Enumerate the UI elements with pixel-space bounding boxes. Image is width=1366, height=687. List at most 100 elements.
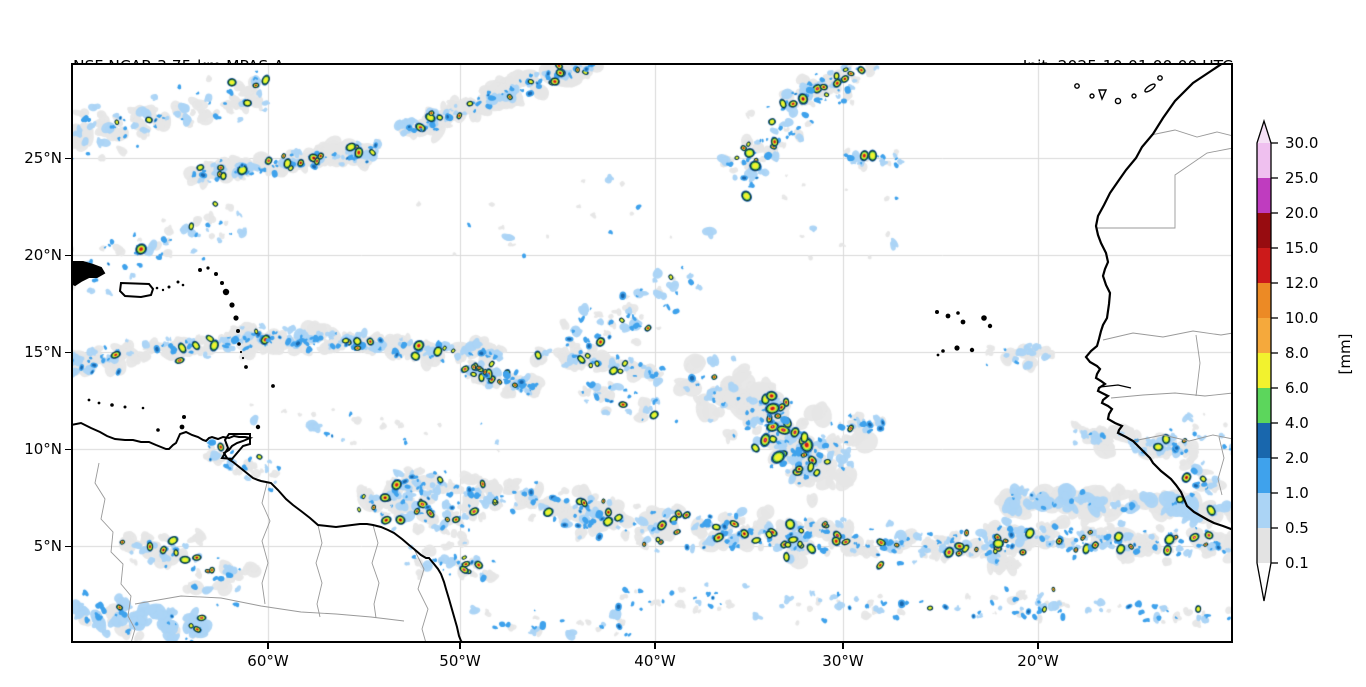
colorbar-segment — [1257, 528, 1271, 563]
island-dot — [229, 302, 235, 308]
island-dot — [176, 280, 180, 284]
border-guiana-brazil — [413, 548, 429, 643]
colorbar-segment — [1257, 388, 1271, 423]
island-dot — [935, 310, 939, 314]
border-guinea-north — [1132, 434, 1233, 442]
y-tick-mark — [65, 157, 71, 159]
canary-islands — [1074, 75, 1163, 105]
y-tick-label: 20°N — [24, 246, 62, 264]
border-senegal-mali — [1195, 334, 1201, 397]
border-venezuela-guyana — [261, 482, 271, 605]
coastlines — [71, 63, 1233, 643]
island-dot — [233, 315, 239, 321]
island-dot — [969, 347, 975, 353]
island-dot — [237, 342, 241, 346]
colorbar-tick-label: 25.0 — [1285, 169, 1319, 187]
y-tick-mark — [65, 448, 71, 450]
island-dot — [161, 288, 165, 292]
island-dot — [87, 398, 91, 402]
y-tick-mark — [65, 351, 71, 353]
colorbar-tick-label: 10.0 — [1285, 309, 1319, 327]
colorbar-tick-label: 15.0 — [1285, 239, 1319, 257]
x-tick-mark — [654, 643, 656, 649]
island-dot — [941, 349, 945, 353]
gambia-river — [1099, 384, 1132, 389]
colorbar-segment — [1257, 318, 1271, 353]
colorbar-segment — [1257, 178, 1271, 213]
colorbar-tick-label: 2.0 — [1285, 449, 1309, 467]
canary-island — [1089, 93, 1095, 99]
canary-island — [1074, 83, 1080, 89]
border-guyana-suriname — [315, 524, 323, 618]
map-overlay — [71, 63, 1233, 643]
canary-island — [1131, 93, 1137, 99]
island-dot — [97, 401, 101, 405]
island-dot — [241, 356, 245, 360]
island-dot — [244, 365, 248, 369]
island-dot — [182, 415, 186, 419]
x-tick-label: 40°W — [634, 652, 676, 670]
island-dot — [239, 350, 243, 354]
x-tick-label: 50°W — [439, 652, 481, 670]
colorbar — [1256, 118, 1278, 602]
map-frame — [71, 63, 1233, 643]
x-tick-mark — [267, 643, 269, 649]
colorbar-tick-label: 4.0 — [1285, 414, 1309, 432]
island-dot — [167, 285, 171, 289]
island-dot — [220, 281, 224, 285]
canary-island — [1157, 75, 1163, 81]
island-dot — [271, 384, 275, 388]
x-tick-label: 20°W — [1017, 652, 1059, 670]
x-tick-label: 30°W — [822, 652, 864, 670]
colorbar-tick-label: 0.5 — [1285, 519, 1309, 537]
y-tick-mark — [65, 254, 71, 256]
map-area — [71, 63, 1233, 643]
country-borders — [94, 129, 1233, 643]
y-tick-label: 5°N — [33, 537, 62, 555]
border-venezuela-brazil — [134, 595, 405, 622]
colorbar-segment — [1257, 353, 1271, 388]
island-dot — [936, 353, 940, 357]
island-dot — [110, 403, 114, 407]
x-tick-label: 60°W — [247, 652, 289, 670]
canary-island — [1114, 97, 1122, 105]
colorbar-segment — [1257, 213, 1271, 248]
island-dot — [222, 288, 230, 296]
island-canary-tenerife — [1098, 89, 1108, 101]
colorbar-tick-label: 20.0 — [1285, 204, 1319, 222]
colorbar-segment — [1257, 283, 1271, 318]
island-dot — [960, 319, 966, 325]
island-dot — [179, 424, 185, 430]
border-suriname-guiana — [371, 524, 380, 619]
island-dot — [981, 315, 987, 321]
x-tick-mark — [1037, 643, 1039, 649]
island-dot — [206, 266, 210, 270]
small-islands — [87, 266, 993, 432]
colorbar-tick-label: 6.0 — [1285, 379, 1309, 397]
island-dot — [987, 323, 993, 329]
border-senegal-south — [1110, 392, 1233, 399]
colorbar-segment — [1257, 143, 1271, 178]
y-tick-label: 10°N — [24, 440, 62, 458]
colorbar-tick-label: 8.0 — [1285, 344, 1309, 362]
y-tick-label: 15°N — [24, 343, 62, 361]
island-puerto-rico — [118, 281, 155, 299]
coastline-africa — [1084, 63, 1233, 531]
precipitation-canvas — [71, 63, 1233, 643]
y-tick-mark — [65, 545, 71, 547]
island-trinidad — [220, 433, 251, 461]
x-tick-mark — [459, 643, 461, 649]
island-dot — [956, 311, 960, 315]
island-dot — [181, 283, 185, 287]
island-dot — [954, 345, 960, 351]
island-dot — [198, 268, 202, 272]
colorbar-tick-label: 0.1 — [1285, 554, 1309, 572]
border-colombia-venezuela — [94, 462, 136, 643]
colorbar-under-arrow — [1257, 563, 1271, 601]
island-hispaniola — [71, 261, 106, 287]
island-dot — [141, 406, 145, 410]
border-guinea-east — [1217, 436, 1225, 496]
island-dot — [236, 329, 240, 333]
colorbar-tick-label: 30.0 — [1285, 134, 1319, 152]
border-morocco-algeria — [1150, 129, 1233, 138]
